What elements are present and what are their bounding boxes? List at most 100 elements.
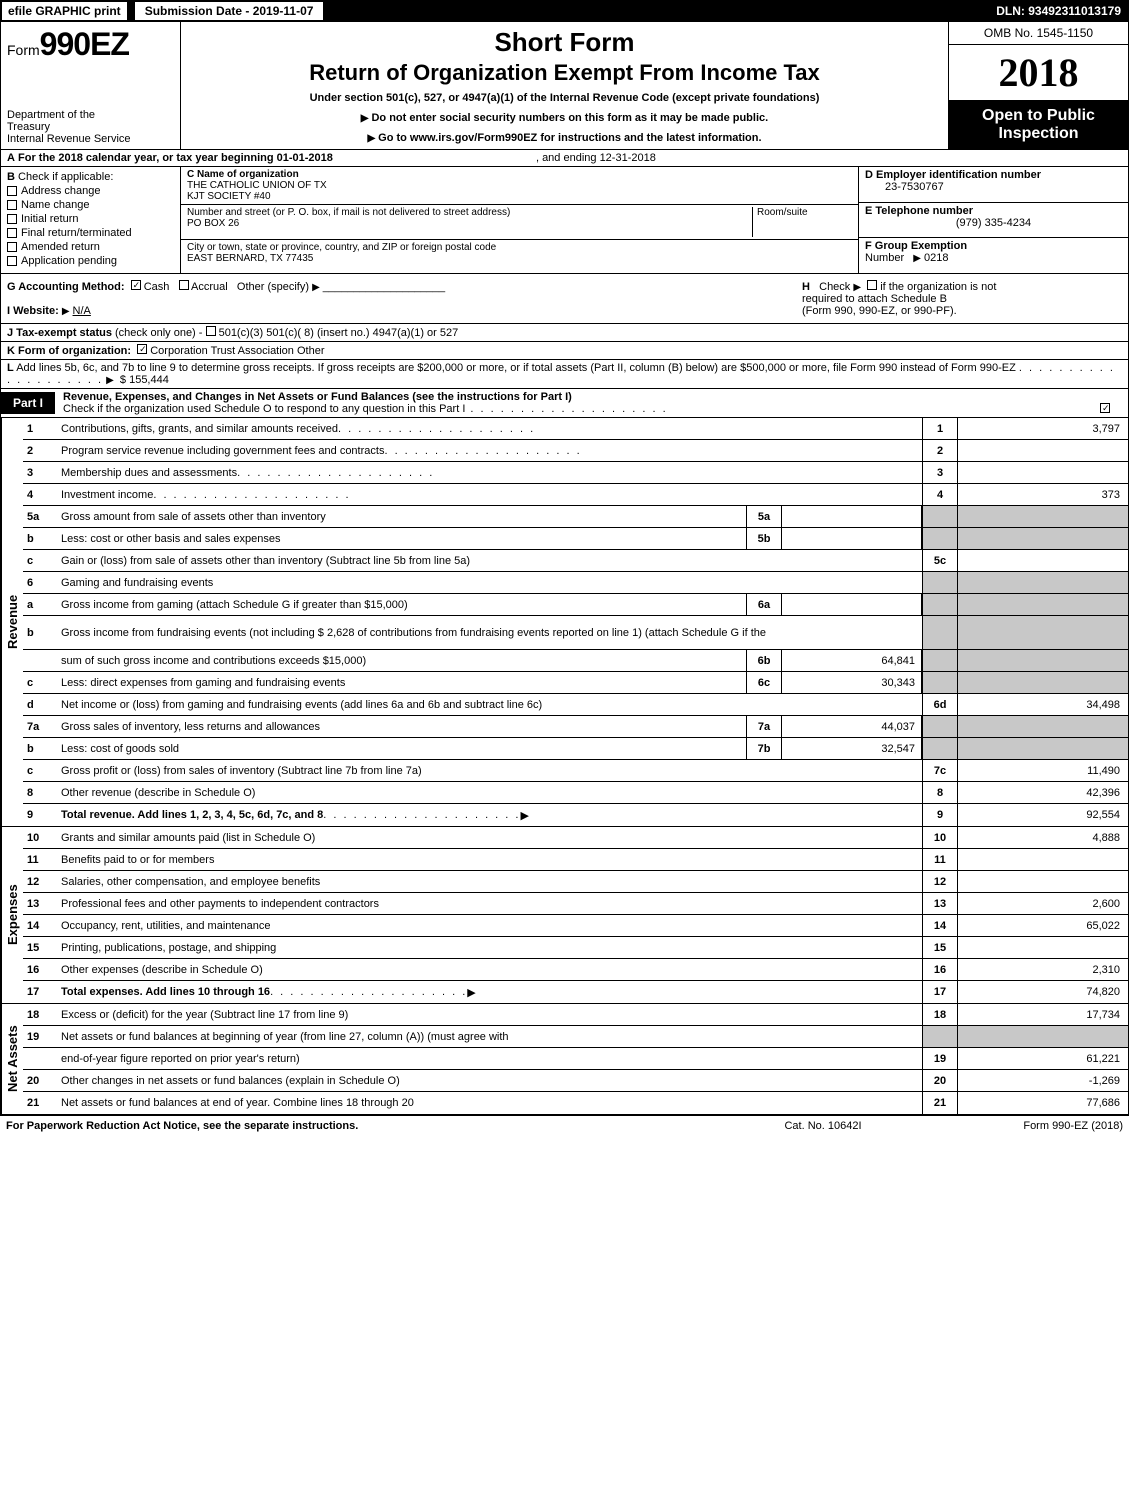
page-footer: For Paperwork Reduction Act Notice, see … [0, 1115, 1129, 1136]
ln-num: 9 [23, 804, 57, 826]
cb-final-return[interactable]: Final return/terminated [7, 227, 174, 239]
cb-label: Application pending [21, 255, 117, 267]
section-g: G Accounting Method: Cash Accrual Other … [7, 280, 802, 317]
cb-schedule-o[interactable] [1100, 403, 1110, 413]
line-10: 10 Grants and similar amounts paid (list… [23, 827, 1128, 849]
netassets-rows: 18 Excess or (deficit) for the year (Sub… [23, 1004, 1128, 1114]
street-label: Number and street (or P. O. box, if mail… [187, 207, 510, 218]
ln-rval: 42,396 [958, 782, 1128, 803]
ln-rnum: 4 [922, 484, 958, 505]
section-l: L Add lines 5b, 6c, and 7b to line 9 to … [0, 360, 1129, 389]
ln-rnum-shaded [922, 672, 958, 693]
section-gh: G Accounting Method: Cash Accrual Other … [0, 274, 1129, 324]
cb-cash[interactable] [131, 280, 141, 290]
ln-num: c [23, 760, 57, 781]
opt-other: Other (specify) [237, 281, 309, 293]
revenue-section: Revenue 1 Contributions, gifts, grants, … [0, 418, 1129, 827]
section-k: K Form of organization: Corporation Trus… [0, 342, 1129, 360]
open-to-public: Open to Public Inspection [949, 101, 1128, 149]
ln-num: 21 [23, 1092, 57, 1114]
cb-name-change[interactable]: Name change [7, 199, 174, 211]
ln-mval: 32,547 [782, 738, 922, 759]
ln-desc: Other revenue (describe in Schedule O) [57, 782, 922, 803]
ln-desc: Less: cost of goods sold [57, 738, 746, 759]
cb-address-change[interactable]: Address change [7, 185, 174, 197]
row-a-label: A [7, 152, 15, 164]
ln-num: 18 [23, 1004, 57, 1025]
box-e: E Telephone number (979) 335-4234 [859, 203, 1128, 239]
ln-rval: 4,888 [958, 827, 1128, 848]
header-center: Short Form Return of Organization Exempt… [181, 22, 948, 149]
line-13: 13 Professional fees and other payments … [23, 893, 1128, 915]
cb-501c3[interactable] [206, 326, 216, 336]
b-title: Check if applicable: [18, 171, 113, 183]
line-6: 6 Gaming and fundraising events [23, 572, 1128, 594]
h-text1: Check [819, 281, 850, 293]
col-c: C Name of organization THE CATHOLIC UNIO… [181, 167, 858, 273]
ln-num: 3 [23, 462, 57, 483]
ln-desc: Less: cost or other basis and sales expe… [57, 528, 746, 549]
cb-schedule-b[interactable] [867, 280, 877, 290]
short-form-title: Short Form [191, 27, 938, 58]
line-8: 8 Other revenue (describe in Schedule O)… [23, 782, 1128, 804]
cb-amended-return[interactable]: Amended return [7, 241, 174, 253]
org-name-1: THE CATHOLIC UNION OF TX [187, 180, 327, 191]
ln-num: 16 [23, 959, 57, 980]
ln-mnum: 6c [746, 672, 782, 693]
b-label: B [7, 171, 15, 183]
col-def: D Employer identification number 23-7530… [858, 167, 1128, 273]
ln-rnum-shaded [922, 594, 958, 615]
cb-label: Amended return [21, 241, 100, 253]
ln-rnum: 14 [922, 915, 958, 936]
g-label: G Accounting Method: [7, 281, 125, 293]
ln-mval [782, 594, 922, 615]
ln-rval: 17,734 [958, 1004, 1128, 1025]
ln-rval: 34,498 [958, 694, 1128, 715]
ln-num: 8 [23, 782, 57, 803]
street-value: PO BOX 26 [187, 218, 239, 229]
ln-num: 12 [23, 871, 57, 892]
do-not-enter-text: Do not enter social security numbers on … [371, 112, 768, 124]
ln-desc: Printing, publications, postage, and shi… [57, 937, 922, 958]
ln-desc: Benefits paid to or for members [57, 849, 922, 870]
ln-num: 19 [23, 1026, 57, 1047]
cb-application-pending[interactable]: Application pending [7, 255, 174, 267]
box-f: F Group Exemption Number 0218 [859, 238, 1128, 273]
ln-desc: Other expenses (describe in Schedule O) [57, 959, 922, 980]
top-bar: efile GRAPHIC print Submission Date - 20… [0, 0, 1129, 22]
ln-rnum: 1 [922, 418, 958, 439]
d-label: D Employer identification number [865, 169, 1041, 181]
line-14: 14 Occupancy, rent, utilities, and maint… [23, 915, 1128, 937]
ln-num: 17 [23, 981, 57, 1003]
line-11: 11 Benefits paid to or for members 11 [23, 849, 1128, 871]
ln-rnum: 6d [922, 694, 958, 715]
ln-desc: Gross sales of inventory, less returns a… [57, 716, 746, 737]
cb-initial-return[interactable]: Initial return [7, 213, 174, 225]
line-2: 2 Program service revenue including gove… [23, 440, 1128, 462]
ln-num: 13 [23, 893, 57, 914]
ein-value: 23-7530767 [885, 181, 944, 193]
ln-rnum-shaded [922, 738, 958, 759]
ln-rnum: 7c [922, 760, 958, 781]
ln-num: 11 [23, 849, 57, 870]
open-public-1: Open to Public [953, 107, 1124, 125]
ln-rnum-shaded [922, 650, 958, 671]
room-label: Room/suite [757, 207, 808, 218]
ln-desc: end-of-year figure reported on prior yea… [57, 1048, 922, 1069]
section-j: J Tax-exempt status (check only one) - 5… [0, 324, 1129, 342]
part-1-header: Part I Revenue, Expenses, and Changes in… [0, 389, 1129, 418]
line-5a: 5a Gross amount from sale of assets othe… [23, 506, 1128, 528]
ln-rnum-shaded [922, 1026, 958, 1047]
line-7b: b Less: cost of goods sold 7b 32,547 [23, 738, 1128, 760]
line-21: 21 Net assets or fund balances at end of… [23, 1092, 1128, 1114]
ln-rnum: 19 [922, 1048, 958, 1069]
line-15: 15 Printing, publications, postage, and … [23, 937, 1128, 959]
cb-corporation[interactable] [137, 344, 147, 354]
h-label: H [802, 281, 810, 293]
submission-date: Submission Date - 2019-11-07 [133, 0, 326, 22]
cb-accrual[interactable] [179, 280, 189, 290]
ln-rval-shaded [958, 528, 1128, 549]
ln-mval [782, 528, 922, 549]
website-value: N/A [73, 305, 91, 317]
ln-rval-shaded [958, 738, 1128, 759]
